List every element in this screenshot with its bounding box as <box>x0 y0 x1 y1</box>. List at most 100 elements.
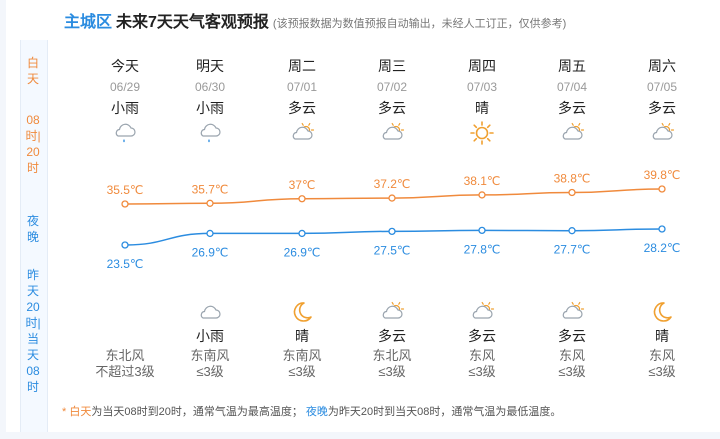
low-temp-point <box>388 227 396 236</box>
date-label: 06/29 <box>109 80 141 94</box>
night-weather-icon-slot <box>622 300 702 324</box>
day-weather-icon-slot <box>442 120 522 146</box>
high-temp-label: 39.8℃ <box>644 168 681 182</box>
night-column: 晴东风 ≤3级 <box>622 300 702 380</box>
high-temp-label: 35.5℃ <box>107 183 144 197</box>
light-rain-icon <box>200 123 221 143</box>
footnote-day-word: 白天 <box>69 406 92 418</box>
day-column: 今天 06/29 小雨 <box>85 56 165 146</box>
low-temp-label: 28.2℃ <box>644 241 681 255</box>
wind-direction: 东风 <box>648 348 675 363</box>
date-label: 07/05 <box>646 80 678 94</box>
wind-direction: 东南风 <box>190 348 230 363</box>
footnote-star: * <box>62 406 67 418</box>
daytime-label: 白天 <box>26 56 39 86</box>
night-weather-icon-slot <box>532 300 612 324</box>
low-temp-point <box>206 229 214 238</box>
wind-level: ≤3级 <box>558 364 586 379</box>
low-temp-point <box>568 227 576 235</box>
wind-direction: 东风 <box>468 348 495 363</box>
footnote-day-text: 为当天08时到20时，通常气温为最高温度； <box>91 406 303 418</box>
day-weather-icon-slot <box>85 120 165 146</box>
day-weather-icon-slot <box>262 120 342 146</box>
wind-direction: 东南风 <box>282 348 322 363</box>
sun-icon <box>470 121 494 145</box>
low-temp-label: 26.9℃ <box>284 245 321 259</box>
day-weather-label: 多云 <box>648 100 676 116</box>
wind-level: ≤3级 <box>288 364 316 379</box>
high-temp-label: 37℃ <box>289 178 316 192</box>
moon-icon <box>653 302 672 322</box>
high-temp-point <box>388 194 396 202</box>
night-column: 小雨东南风 ≤3级 <box>170 300 250 380</box>
wind-level: ≤3级 <box>468 364 496 379</box>
weekday-label: 明天 <box>196 58 224 74</box>
bottom-edge-strip <box>0 432 720 439</box>
high-temp-label: 35.7℃ <box>192 182 229 196</box>
low-temp-point <box>478 226 486 235</box>
wind-level: 不超过3级 <box>95 364 155 379</box>
low-temp-point <box>121 241 129 249</box>
day-weather-label: 多云 <box>378 100 406 116</box>
high-temp-point <box>121 200 129 208</box>
partly-cloudy-icon <box>562 301 585 319</box>
partly-cloudy-icon <box>652 122 675 140</box>
low-temp-label: 23.5℃ <box>107 257 144 271</box>
day-weather-label: 多云 <box>288 100 316 116</box>
moon-icon <box>293 302 312 322</box>
low-temp-label: 27.7℃ <box>554 243 591 257</box>
day-column: 周二 07/01 多云 <box>262 56 342 146</box>
day-weather-label: 晴 <box>475 100 489 116</box>
date-label: 07/01 <box>286 80 318 94</box>
wind-level: ≤3级 <box>196 364 224 379</box>
day-weather-icon-slot <box>170 120 250 146</box>
low-temp-point <box>658 225 666 233</box>
day-column: 周六 07/05 多云 <box>622 56 702 146</box>
high-temp-point <box>568 188 576 197</box>
left-edge-strip <box>0 0 6 439</box>
day-weather-icon-slot <box>622 120 702 146</box>
low-temp-label: 26.9℃ <box>192 245 229 259</box>
time-period-sidebar <box>20 40 48 439</box>
high-temp-point <box>658 185 666 193</box>
weekday-label: 周五 <box>558 58 586 74</box>
weekday-label: 今天 <box>111 58 139 74</box>
night-weather-icon-slot <box>262 300 342 324</box>
weekday-label: 周三 <box>378 58 406 74</box>
wind-direction: 东北风 <box>372 348 412 363</box>
night-column: 多云 东风 ≤3级 <box>442 300 522 380</box>
partly-cloudy-icon <box>472 301 495 319</box>
day-column: 周三 07/02 多云 <box>352 56 432 146</box>
partly-cloudy-icon <box>292 122 315 140</box>
partly-cloudy-icon <box>382 301 405 319</box>
day-weather-icon-slot <box>352 120 432 146</box>
high-temp-label: 38.8℃ <box>554 171 591 185</box>
date-label: 07/03 <box>466 80 498 94</box>
date-label: 06/30 <box>194 80 226 94</box>
day-column: 明天 06/30 小雨 <box>170 56 250 146</box>
date-label: 07/02 <box>376 80 408 94</box>
high-temp-label: 37.2℃ <box>374 177 411 191</box>
night-weather-icon-slot <box>352 300 432 324</box>
light-rain-icon <box>115 123 136 143</box>
high-temp-point <box>298 195 306 203</box>
night-weather-label: 多云 <box>558 328 586 344</box>
cloudy-icon <box>200 305 221 319</box>
night-weather-icon-slot <box>442 300 522 324</box>
night-weather-label: 小雨 <box>196 328 224 344</box>
low-temp-point <box>298 229 306 238</box>
footnote-night-word: 夜晚 <box>305 406 328 418</box>
city-name: 主城区 <box>64 14 113 31</box>
partly-cloudy-icon <box>562 122 585 140</box>
day-weather-label: 小雨 <box>111 100 139 116</box>
wind-direction: 东北风 <box>105 348 145 363</box>
daytime-hours-label: 08时|20时 <box>25 113 41 175</box>
nighttime-label: 夜晚 <box>26 214 39 244</box>
day-column: 周五 07/04 多云 <box>532 56 612 146</box>
high-temp-point <box>478 191 486 199</box>
high-temp-point <box>206 199 214 207</box>
low-temp-label: 27.5℃ <box>374 243 411 257</box>
forecast-title: 未来7天天气客观预报 <box>116 14 269 31</box>
wind-direction: 东风 <box>558 348 585 363</box>
